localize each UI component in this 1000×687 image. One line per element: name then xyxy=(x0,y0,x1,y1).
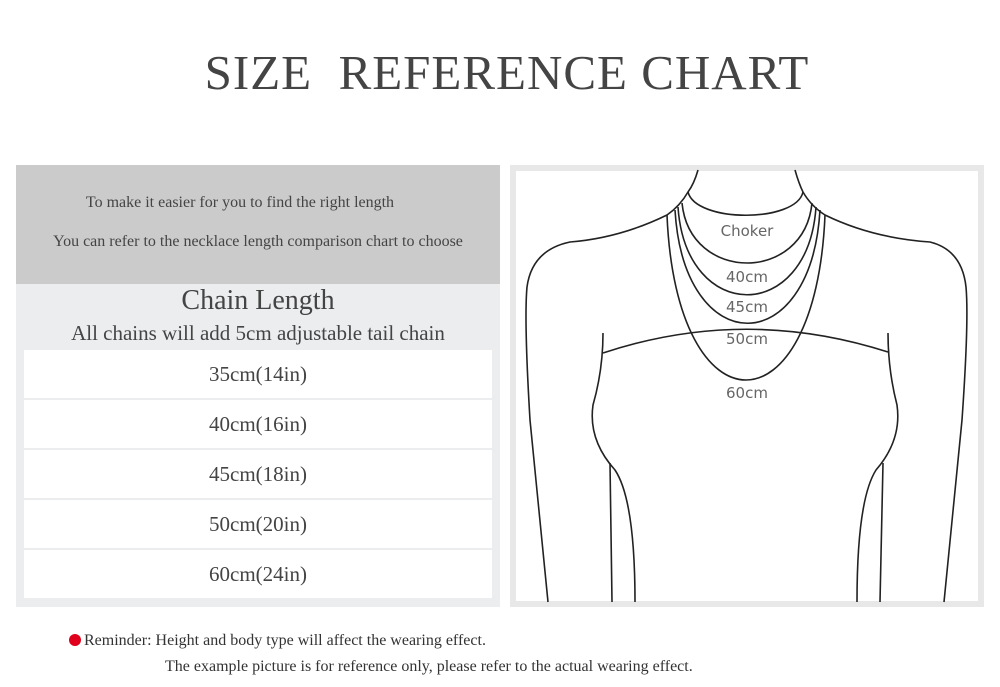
size-row: 60cm(24in) xyxy=(24,550,492,598)
intro-line-2: You can refer to the necklace length com… xyxy=(53,233,463,250)
intro-box: To make it easier for you to find the ri… xyxy=(16,165,500,284)
neckline xyxy=(602,328,889,354)
reminder-text-1: Reminder: Height and body type will affe… xyxy=(84,632,486,649)
side-line-right xyxy=(879,462,884,603)
size-row: 35cm(14in) xyxy=(24,350,492,398)
body-outline-right xyxy=(794,169,968,603)
necklace-60cm xyxy=(666,214,826,381)
page-title: SIZE REFERENCE CHART xyxy=(204,45,810,100)
red-dot-icon xyxy=(69,634,81,646)
chain-length-subtitle: All chains will add 5cm adjustable tail … xyxy=(71,321,445,345)
inner-arm-right xyxy=(856,332,899,603)
inner-arm-left xyxy=(591,332,636,603)
necklace-45cm xyxy=(677,206,817,296)
label-40cm: 40cm xyxy=(726,268,768,286)
chain-length-panel: To make it easier for you to find the ri… xyxy=(16,165,500,607)
intro-line-1: To make it easier for you to find the ri… xyxy=(85,194,395,211)
necklace-choker xyxy=(687,191,804,216)
necklace-40cm xyxy=(681,202,813,264)
side-line-left xyxy=(609,462,613,603)
label-45cm: 45cm xyxy=(726,298,768,316)
size-row: 50cm(20in) xyxy=(24,500,492,548)
necklace-50cm xyxy=(674,209,821,324)
size-row: 40cm(16in) xyxy=(24,400,492,448)
label-50cm: 50cm xyxy=(726,330,768,348)
chain-length-title: Chain Length xyxy=(181,285,335,316)
size-row: 45cm(18in) xyxy=(24,450,492,498)
label-choker: Choker xyxy=(721,222,775,240)
reminder-line-2: The example picture is for reference onl… xyxy=(165,658,693,675)
label-60cm: 60cm xyxy=(726,384,768,402)
body-outline-left xyxy=(525,169,699,603)
reminder-line-1: Reminder: Height and body type will affe… xyxy=(69,632,486,650)
